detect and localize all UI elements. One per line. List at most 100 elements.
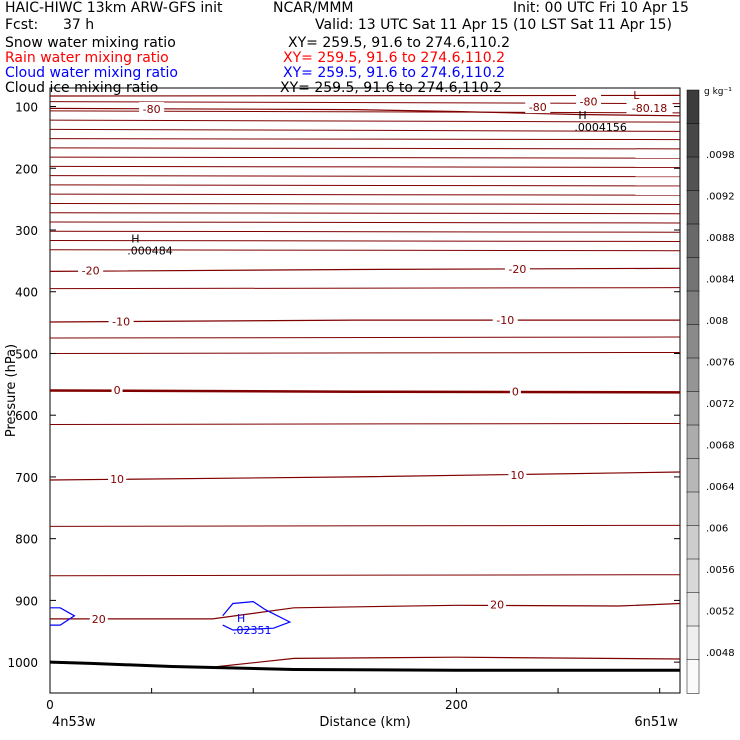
contour-label-bg [89,611,108,625]
colorbar-label: .0068 [706,441,735,452]
isotherm-0 [49,389,681,394]
marker-symbol: H [578,109,586,122]
y-tick-label: 600 [15,409,38,423]
y-tick-label: 800 [15,533,38,547]
plot-title: HAIC-HIWC 13km ARW-GFS init [5,0,223,16]
isotherm--80 [49,94,681,97]
colorbar-bin [686,491,700,527]
y-tick-label: 500 [15,347,38,361]
contour-label: -20 [508,263,526,276]
contour-label-bg [509,384,521,398]
colorbar-bin [686,659,700,694]
isotherm--20 [49,267,681,272]
forecast-value: 37 h [63,17,95,33]
x-tick-label: 200 [445,698,468,712]
y-tick-label: 900 [15,594,38,608]
colorbar-bin [686,424,700,460]
contour-label: -80 [143,103,161,116]
marker-value: .02351 [233,624,272,637]
marker-value: .000484 [127,244,172,257]
colorbar-bin [686,89,700,125]
background-isotherm-line [49,239,681,242]
field-rain-xy: XY= 259.5, 91.6 to 274.6,110.2 [283,50,506,66]
valid-time: Valid: 13 UTC Sat 11 Apr 15 (10 LST Sat … [315,17,673,33]
contour-label: -20 [82,265,100,278]
contour-label: -80.18 [632,102,667,115]
terrain-line [49,660,680,672]
contour-label-bg [525,100,551,114]
contour-label: 20 [490,599,504,612]
background-isotherm-line [49,128,681,132]
colorbar-label: .0098 [706,150,735,161]
y-tick-label: 400 [15,286,38,300]
colorbar-label: .0076 [706,358,735,369]
background-isotherm-line [49,156,681,159]
background-isotherm-line [49,138,681,141]
y-axis-title: Pressure (hPa) [4,344,19,437]
field-cloud-water-name: Cloud water mixing ratio [5,65,178,81]
field-snow-name: Snow water mixing ratio [5,35,176,51]
contour-label: 20 [92,613,106,626]
background-isotherm-line [49,193,681,196]
background-isotherm-line [49,175,681,178]
background-isotherm-line [49,184,681,187]
contour-label-bg [508,468,527,482]
contour-label: -10 [496,314,514,327]
y-tick-label: 300 [15,224,38,238]
colorbar-label: .0088 [706,233,735,244]
contour-label: -80 [529,101,547,114]
field-rain-name: Rain water mixing ratio [5,50,169,66]
colorbar-label: .006 [706,524,728,535]
contour-label-bg [139,101,165,115]
colorbar-label: .0052 [706,607,735,618]
contour-label: 10 [110,473,124,486]
background-isotherm-line [49,230,681,233]
colorbar-bin [686,625,700,661]
contour-label: -10 [112,315,130,328]
colorbar-label: .0084 [706,275,735,286]
init-time: Init: 00 UTC Fri 10 Apr 15 [513,0,689,16]
background-isotherm-line [49,249,681,252]
colorbar-bin [686,525,700,560]
background-isotherm-line [49,422,681,425]
colorbar-bin [686,324,700,359]
marker-value: .0004156 [574,121,627,134]
background-isotherm-line [49,221,681,224]
colorbar-bin [686,357,700,393]
background-isotherm-line [49,524,681,527]
colorbar-bin [686,592,700,627]
colorbar-bin [686,257,700,292]
background-isotherm-line [49,202,681,205]
marker-symbol: H [131,232,139,245]
colorbar-label: .0092 [706,192,735,203]
colorbar-bin [686,123,700,158]
colorbar-bin [686,190,700,225]
x-start-label: 4n53w [52,715,96,730]
contour-label-bg [78,263,104,277]
colorbar-label: .008 [706,316,728,327]
marker-symbol: H [237,612,245,625]
colorbar-bin [686,156,700,192]
cloud-water-contour [50,607,76,626]
isotherm-30 [212,656,681,668]
background-isotherm-line [49,574,681,577]
x-axis-title: Distance (km) [319,715,410,730]
colorbar-label: .0048 [706,648,735,659]
background-isotherm-line [49,101,681,105]
organization-label: NCAR/MMM [273,0,354,16]
contour-label-bg [492,313,518,327]
contour-label: -80 [580,96,598,109]
colorbar-label: .0056 [706,565,735,576]
contour-label-bg [576,94,602,108]
colorbar-bin [686,458,700,493]
background-isotherm-line [49,212,681,215]
colorbar-bin [686,391,700,426]
colorbar-unit: g kg⁻¹ [704,87,732,97]
isotherm--80 [49,107,681,117]
contour-label-bg [504,261,530,275]
colorbar-bin [686,558,700,594]
colorbar-label: .0072 [706,399,735,410]
isotherm--10 [49,319,680,323]
colorbar-label: .0064 [706,482,735,493]
